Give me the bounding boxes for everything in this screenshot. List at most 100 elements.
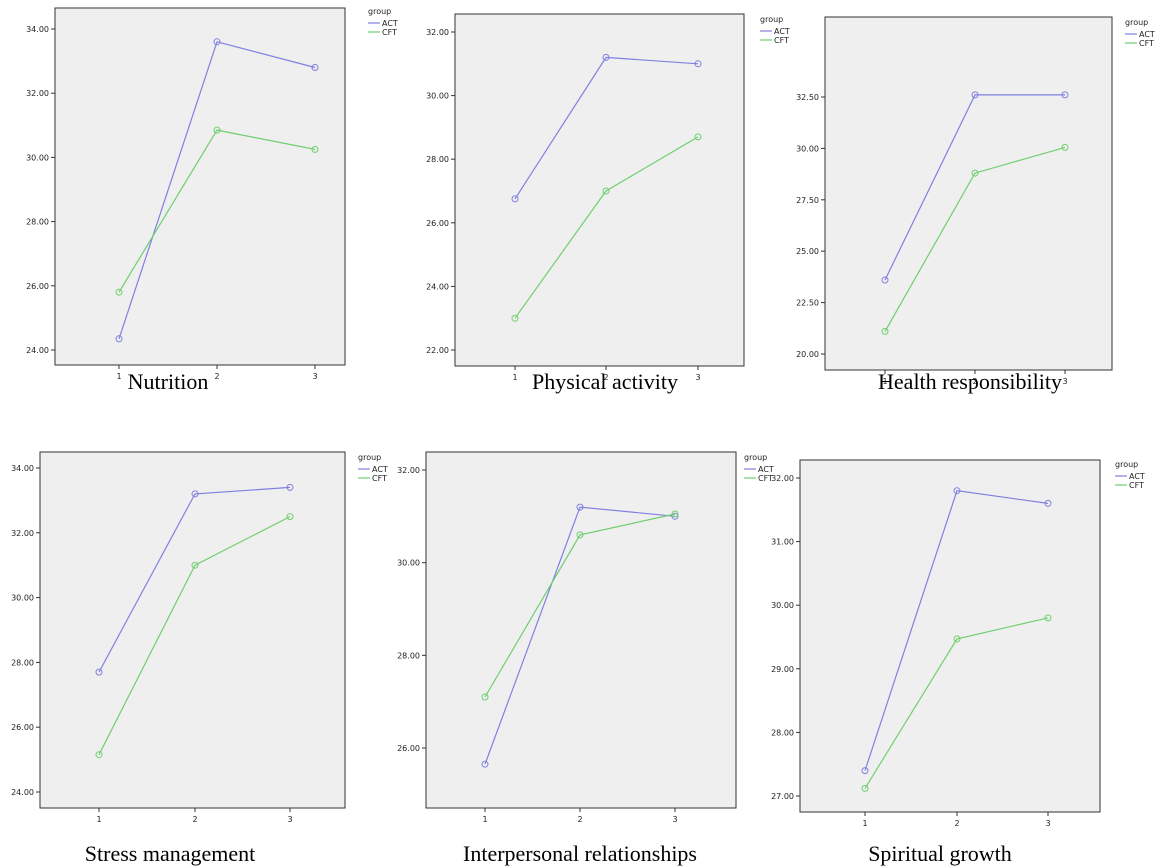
data-point-act: [511, 195, 519, 203]
plot-area: [824, 16, 1113, 371]
data-point-act: [191, 490, 199, 498]
chart-caption: Physical activity: [532, 369, 678, 394]
y-tick-label: 30.00: [26, 153, 49, 162]
y-tick-label: 30.00: [771, 601, 794, 610]
x-tick-label: 2: [603, 373, 608, 382]
x-tick-label: 2: [214, 372, 219, 381]
legend-title: group: [368, 7, 391, 16]
y-tick-label: 28.00: [771, 728, 794, 737]
y-tick-label: 24.00: [26, 346, 49, 355]
series-line-cft: [864, 617, 1049, 789]
x-tick-label: 3: [312, 372, 317, 381]
chart-caption: Stress management: [85, 841, 255, 866]
legend-label: CFT: [1129, 481, 1144, 490]
series-line-act: [98, 486, 291, 673]
plot-area: [425, 451, 737, 809]
plot-area: [454, 13, 745, 367]
y-tick-label: 22.50: [796, 299, 819, 308]
legend-label: ACT: [758, 465, 774, 474]
x-tick-label: 3: [672, 815, 677, 824]
data-point-act: [861, 767, 869, 775]
y-tick-label: 22.00: [426, 346, 449, 355]
legend-label: ACT: [1129, 472, 1145, 481]
legend-title: group: [760, 15, 783, 24]
data-point-act: [481, 760, 489, 768]
chart-panel: 24.00 26.00 28.00 30.00 32.00 34.00 1 2 3 group AC…: [26, 7, 398, 394]
legend-label: ACT: [372, 465, 388, 474]
y-tick-label: 32.50: [796, 93, 819, 102]
y-tick-label: 28.00: [11, 658, 34, 667]
data-point-act: [971, 91, 979, 99]
chart-panel: 22.00 24.00 26.00 28.00 30.00 32.00 1 2 3 group AC…: [426, 13, 790, 394]
series-line-cft: [514, 136, 699, 319]
x-tick-label: 2: [577, 815, 582, 824]
series-line-act: [864, 490, 1049, 771]
x-tick-label: 2: [954, 819, 959, 828]
y-tick-label: 25.00: [796, 247, 819, 256]
y-tick-label: 24.00: [426, 282, 449, 291]
chart-caption: Nutrition: [128, 369, 209, 394]
chart-caption: Spiritual growth: [868, 841, 1012, 866]
y-tick-label: 26.00: [26, 282, 49, 291]
y-tick-label: 29.00: [771, 665, 794, 674]
y-tick-label: 26.00: [397, 744, 420, 753]
plot-area: [54, 7, 346, 366]
legend-label: CFT: [1139, 39, 1154, 48]
chart-panel: 20.00 22.50 25.00 27.50 30.00 32.50 1 2 3 group AC…: [796, 16, 1155, 394]
data-point-cft: [671, 510, 679, 518]
y-tick-label: 30.00: [11, 594, 34, 603]
y-tick-label: 30.00: [796, 144, 819, 153]
data-point-cft: [511, 314, 519, 322]
data-point-cft: [694, 133, 702, 141]
series-line-act: [884, 94, 1065, 281]
y-tick-label: 28.00: [397, 651, 420, 660]
x-tick-label: 3: [1062, 377, 1067, 386]
y-tick-label: 20.00: [796, 350, 819, 359]
x-tick-label: 2: [192, 815, 197, 824]
data-point-cft: [213, 126, 221, 134]
legend-title: group: [1125, 18, 1148, 27]
data-point-cft: [191, 561, 199, 569]
legend-label: ACT: [382, 19, 398, 28]
y-tick-label: 31.00: [771, 538, 794, 547]
data-point-act: [953, 487, 961, 495]
series-line-cft: [98, 516, 291, 755]
y-tick-label: 32.00: [426, 28, 449, 37]
legend-label: ACT: [774, 27, 790, 36]
data-point-cft: [95, 751, 103, 759]
x-tick-label: 1: [512, 373, 517, 382]
x-tick-label: 3: [1045, 819, 1050, 828]
data-point-cft: [286, 513, 294, 521]
x-tick-label: 1: [862, 819, 867, 828]
data-point-act: [881, 276, 889, 284]
data-point-act: [694, 60, 702, 68]
x-tick-label: 1: [96, 815, 101, 824]
data-point-act: [1061, 91, 1069, 99]
data-point-cft: [481, 693, 489, 701]
data-point-act: [213, 38, 221, 46]
y-tick-label: 30.00: [426, 92, 449, 101]
x-tick-label: 3: [695, 373, 700, 382]
series-line-act: [514, 56, 699, 200]
data-point-cft: [1044, 614, 1052, 622]
chart-caption: Interpersonal relationships: [463, 841, 697, 866]
legend-label: CFT: [372, 474, 387, 483]
y-tick-label: 26.00: [11, 723, 34, 732]
y-tick-label: 24.00: [11, 788, 34, 797]
y-tick-label: 32.00: [397, 466, 420, 475]
data-point-act: [311, 64, 319, 71]
legend-title: group: [744, 453, 767, 462]
data-point-act: [602, 53, 610, 61]
data-point-cft: [953, 635, 961, 643]
series-line-act: [484, 506, 676, 765]
y-tick-label: 27.00: [771, 792, 794, 801]
data-point-act: [95, 668, 103, 676]
y-tick-label: 28.00: [426, 155, 449, 164]
data-point-cft: [602, 187, 610, 195]
data-point-cft: [576, 531, 584, 539]
x-tick-label: 3: [287, 815, 292, 824]
x-tick-label: 1: [482, 815, 487, 824]
series-line-cft: [484, 513, 676, 698]
